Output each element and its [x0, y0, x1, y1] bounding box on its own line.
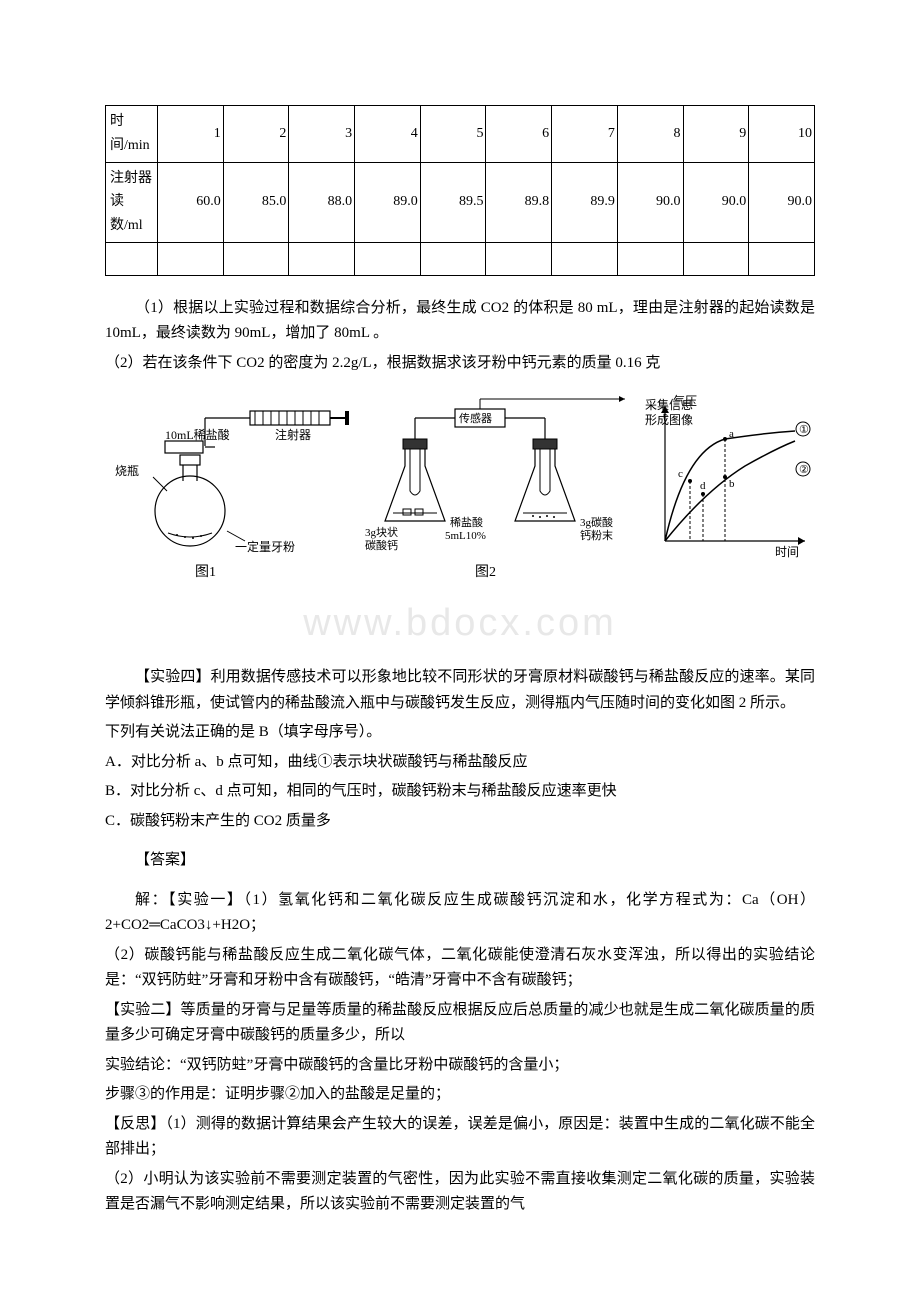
cell: 90.0	[617, 162, 683, 242]
point-b: b	[729, 478, 735, 490]
cell: 7	[552, 106, 618, 163]
point-d: d	[700, 480, 706, 492]
table-row: 时间/min 1 2 3 4 5 6 7 8 9 10	[106, 106, 815, 163]
point-a: a	[729, 428, 734, 440]
y-axis-label: 气压	[673, 393, 697, 408]
cell: 85.0	[223, 162, 289, 242]
cell: 90.0	[683, 162, 749, 242]
cell: 2	[223, 106, 289, 163]
cell: 89.0	[355, 162, 421, 242]
answer-exp2-2: 实验结论：“双钙防蛀”牙膏中碳酸钙的含量比牙粉中碳酸钙的含量小；	[105, 1053, 815, 1079]
cell: 10	[749, 106, 815, 163]
curve-1-label: ①	[799, 424, 809, 436]
cell: 6	[486, 106, 552, 163]
cell: 8	[617, 106, 683, 163]
figure-1: 10mL稀盐酸 注射器 烧瓶 一定量牙粉 图1	[115, 411, 349, 580]
label-block2: 碳酸钙	[365, 538, 398, 552]
answer-exp1-1: 解：【实验一】（1）氢氧化钙和二氧化碳反应生成碳酸钙沉淀和水，化学方程式为：Ca…	[105, 888, 815, 939]
data-table: 时间/min 1 2 3 4 5 6 7 8 9 10 注射器读数/ml 60.…	[105, 105, 815, 276]
pressure-graph: 采集信息 形成图像 气压 时间 a b c d	[645, 393, 810, 559]
question-2: （2）若在该条件下 CO2 的密度为 2.2g/L，根据数据求该牙粉中钙元素的质…	[105, 351, 815, 377]
fig1-label: 图1	[195, 565, 216, 580]
cell: 3	[289, 106, 355, 163]
answer-exp2-1: 【实验二】等质量的牙膏与足量等质量的稀盐酸反应根据反应后总质量的减少也就是生成二…	[105, 998, 815, 1049]
x-axis-label: 时间	[775, 545, 799, 559]
fig2-label: 图2	[475, 565, 496, 580]
option-c: C．碳酸钙粉末产生的 CO2 质量多	[105, 809, 815, 835]
option-a: A．对比分析 a、b 点可知，曲线①表示块状碳酸钙与稀盐酸反应	[105, 750, 815, 776]
cell-empty	[106, 242, 158, 275]
cell: 90.0	[749, 162, 815, 242]
cell: 5	[420, 106, 486, 163]
point-c: c	[678, 468, 683, 480]
label-powder2: 钙粉末	[580, 528, 613, 542]
answer-exp2-3: 步骤③的作用是：证明步骤②加入的盐酸是足量的；	[105, 1082, 815, 1108]
answer-heading: 【答案】	[105, 848, 815, 874]
label-dilute-hcl2: 5mL10%	[445, 530, 486, 542]
label-powder: 3g碳酸	[580, 515, 613, 529]
answer-exp1-2: （2）碳酸钙能与稀盐酸反应生成二氧化碳气体，二氧化碳能使澄清石灰水变浑浊，所以得…	[105, 943, 815, 994]
cell: 60.0	[158, 162, 224, 242]
diagram-svg: 10mL稀盐酸 注射器 烧瓶 一定量牙粉 图1 传感器	[105, 391, 815, 591]
label-collect2: 形成图像	[645, 413, 693, 427]
exp4-question: 下列有关说法正确的是 B（填字母序号）。	[105, 720, 815, 746]
row-label-time: 时间/min	[106, 106, 158, 163]
figure-2: 传感器 3g块状 碳酸钙	[365, 396, 625, 580]
cell: 89.5	[420, 162, 486, 242]
experiment-diagram: 10mL稀盐酸 注射器 烧瓶 一定量牙粉 图1 传感器	[105, 391, 815, 601]
label-sensor: 传感器	[459, 412, 492, 425]
curve-2-label: ②	[799, 464, 809, 476]
answer-reflect-2: （2）小明认为该实验前不需要测定装置的气密性，因为此实验不需直接收集测定二氧化碳…	[105, 1167, 815, 1218]
row-label-reading: 注射器读数/ml	[106, 162, 158, 242]
label-toothpowder: 一定量牙粉	[235, 539, 295, 554]
option-b: B．对比分析 c、d 点可知，相同的气压时，碳酸钙粉末与稀盐酸反应速率更快	[105, 779, 815, 805]
label-flask: 烧瓶	[115, 464, 139, 478]
question-1: （1）根据以上实验过程和数据综合分析，最终生成 CO2 的体积是 80 mL，理…	[105, 296, 815, 347]
cell: 89.8	[486, 162, 552, 242]
label-block: 3g块状	[365, 525, 398, 539]
cell: 88.0	[289, 162, 355, 242]
exp4-intro: 【实验四】利用数据传感技术可以形象地比较不同形状的牙膏原材料碳酸钙与稀盐酸反应的…	[105, 665, 815, 716]
label-dilute-hcl: 稀盐酸	[450, 515, 483, 529]
label-hcl: 10mL稀盐酸	[165, 427, 230, 442]
label-syringe: 注射器	[275, 427, 311, 442]
cell: 4	[355, 106, 421, 163]
cell: 9	[683, 106, 749, 163]
table-row-empty	[106, 242, 815, 275]
cell: 1	[158, 106, 224, 163]
table-row: 注射器读数/ml 60.0 85.0 88.0 89.0 89.5 89.8 8…	[106, 162, 815, 242]
cell: 89.9	[552, 162, 618, 242]
answer-reflect-1: 【反思】（1）测得的数据计算结果会产生较大的误差，误差是偏小，原因是：装置中生成…	[105, 1112, 815, 1163]
